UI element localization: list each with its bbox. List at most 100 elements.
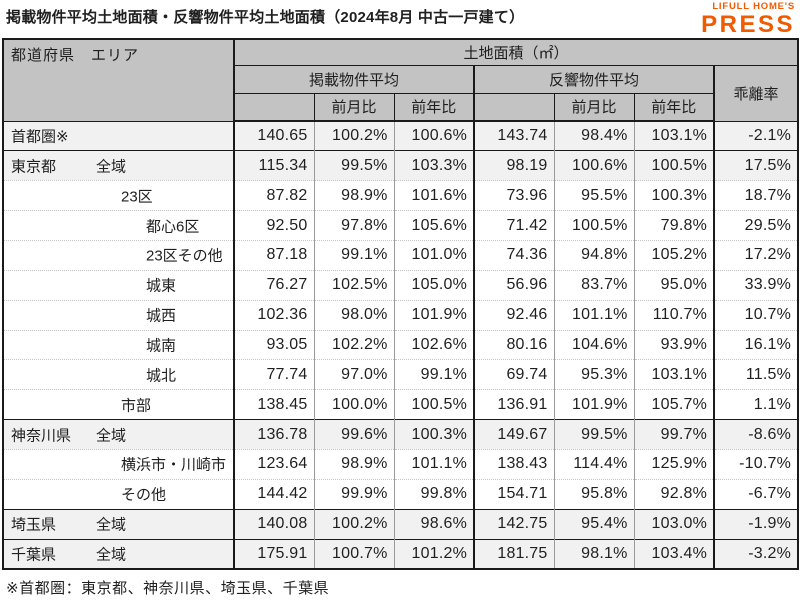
response-mom-cell: 101.9% [553, 389, 634, 420]
listing-avg-cell: 140.65 [233, 121, 314, 151]
area-cell: 東京都 全域 [3, 150, 234, 181]
listing-mom-cell: 99.6% [313, 419, 394, 450]
listing-mom-cell: 100.7% [313, 538, 394, 569]
table-row: 埼玉県 全域 140.08 100.2% 98.6% 142.75 95.4% 103.0% -… [3, 508, 799, 540]
response-avg-cell: 143.74 [473, 121, 554, 151]
response-mom-cell: 95.4% [553, 508, 634, 540]
lifull-homes-press-logo: LIFULL HOME'S PRESS [701, 2, 795, 37]
area-cell: 城南 [3, 329, 234, 360]
listing-avg-cell: 144.42 [233, 478, 314, 510]
listing-yoy-cell: 105.0% [393, 269, 474, 301]
deviation-rate-cell: 18.7% [712, 180, 799, 211]
response-mom-cell: 100.5% [553, 210, 634, 241]
area-label: 城北 [146, 367, 177, 385]
area-cell: 横浜市・川崎市 [3, 448, 234, 480]
listing-mom-cell: 97.8% [313, 210, 394, 241]
listing-yoy-cell: 102.6% [393, 329, 474, 360]
response-yoy-cell: 103.0% [633, 508, 714, 540]
table-row: 23区その他 87.18 99.1% 101.0% 74.36 94.8% 105.2% 17… [3, 239, 799, 271]
listing-mom-cell: 98.9% [313, 448, 394, 480]
prefecture-label: 神奈川県 [11, 427, 72, 445]
deviation-rate-cell: 16.1% [712, 329, 799, 360]
response-avg-cell: 69.74 [473, 359, 554, 390]
deviation-rate-cell: 10.7% [712, 299, 799, 331]
response-mom-cell: 99.5% [553, 419, 634, 450]
deviation-rate-cell: -2.1% [712, 121, 799, 151]
listing-yoy-cell: 101.9% [393, 299, 474, 331]
deviation-rate-cell: 17.5% [712, 150, 799, 181]
listing-avg-cell: 87.18 [233, 239, 314, 271]
area-cell: 千葉県 全域 [3, 538, 234, 569]
listing-avg-cell: 102.36 [233, 299, 314, 331]
table-row: 城北 77.74 97.0% 99.1% 69.74 95.3% 103.1% 11.5% [3, 359, 799, 390]
table-row: 神奈川県 全域 136.78 99.6% 100.3% 149.67 99.5% 99.7% -… [3, 419, 799, 450]
table-row: 城西 102.36 98.0% 101.9% 92.46 101.1% 110.7% 10.7… [3, 299, 799, 331]
response-yoy-cell: 79.8% [633, 210, 714, 241]
listing-mom-cell: 99.1% [313, 239, 394, 271]
response-yoy-cell: 92.8% [633, 478, 714, 510]
listing-avg-cell: 76.27 [233, 269, 314, 301]
response-avg-cell: 74.36 [473, 239, 554, 271]
area-label: その他 [121, 486, 167, 504]
area-cell: 23区その他 [3, 239, 234, 271]
header-group-listing-avg: 掲載物件平均 [233, 64, 475, 94]
listing-avg-cell: 138.45 [233, 389, 314, 420]
response-mom-cell: 95.3% [553, 359, 634, 390]
response-yoy-cell: 125.9% [633, 448, 714, 480]
listing-yoy-cell: 100.5% [393, 389, 474, 420]
deviation-rate-cell: -3.2% [712, 538, 799, 569]
land-area-table: 都道府県 エリア 土地面積（㎡） 掲載物件平均 反響物件平均 乖離率 前月比 前… [2, 38, 800, 570]
table-row: 千葉県 全域 175.91 100.7% 101.2% 181.75 98.1% 103.4%… [3, 538, 799, 569]
table-row: 都心6区 92.50 97.8% 105.6% 71.42 100.5% 79.8% 29.5… [3, 210, 799, 241]
logo-press-text: PRESS [701, 10, 795, 38]
response-avg-cell: 98.19 [473, 150, 554, 181]
listing-mom-cell: 100.2% [313, 508, 394, 540]
listing-avg-cell: 115.34 [233, 150, 314, 181]
area-cell: 神奈川県 全域 [3, 419, 234, 450]
response-mom-cell: 101.1% [553, 299, 634, 331]
response-yoy-cell: 110.7% [633, 299, 714, 331]
table-row: その他 144.42 99.9% 99.8% 154.71 95.8% 92.8% -6.7% [3, 478, 799, 510]
listing-avg-cell: 175.91 [233, 538, 314, 569]
listing-yoy-cell: 101.0% [393, 239, 474, 271]
listing-yoy-cell: 100.3% [393, 419, 474, 450]
area-cell: その他 [3, 478, 234, 510]
header-listing-value-spacer [233, 92, 315, 122]
listing-yoy-cell: 101.2% [393, 538, 474, 569]
listing-yoy-cell: 99.8% [393, 478, 474, 510]
listing-yoy-cell: 101.6% [393, 180, 474, 211]
table-body: 首都圏※ 140.65 100.2% 100.6% 143.74 98.4% 103.1% -… [3, 121, 799, 569]
listing-mom-cell: 97.0% [313, 359, 394, 390]
listing-avg-cell: 87.82 [233, 180, 314, 211]
header-row-groups: 掲載物件平均 反響物件平均 乖離率 [3, 64, 799, 122]
response-avg-cell: 80.16 [473, 329, 554, 360]
area-label: 23区その他 [146, 247, 223, 265]
table-row: 城南 93.05 102.2% 102.6% 80.16 104.6% 93.9% 16.1% [3, 329, 799, 360]
deviation-rate-cell: 11.5% [712, 359, 799, 390]
response-avg-cell: 149.67 [473, 419, 554, 450]
listing-yoy-cell: 98.6% [393, 508, 474, 540]
listing-yoy-cell: 100.6% [393, 121, 474, 151]
deviation-rate-cell: 1.1% [712, 389, 799, 420]
page-title: 掲載物件平均土地面積・反響物件平均土地面積（2024年8月 中古一戸建て） [6, 9, 525, 26]
header-row-unit: 都道府県 エリア 土地面積（㎡） [2, 38, 799, 122]
response-yoy-cell: 103.1% [633, 359, 714, 390]
area-cell: 埼玉県 全域 [3, 508, 234, 540]
response-avg-cell: 154.71 [473, 478, 554, 510]
area-cell: 城東 [3, 269, 234, 301]
area-label: 都心6区 [146, 218, 200, 235]
table-row: 首都圏※ 140.65 100.2% 100.6% 143.74 98.4% 103.1% -… [3, 121, 799, 151]
listing-mom-cell: 100.2% [313, 121, 394, 151]
listing-avg-cell: 140.08 [233, 508, 314, 540]
listing-avg-cell: 92.50 [233, 210, 314, 241]
response-avg-cell: 92.46 [473, 299, 554, 331]
listing-avg-cell: 123.64 [233, 448, 314, 480]
header-row-subs: 前月比 前年比 前月比 前年比 [3, 92, 798, 122]
prefecture-label: 千葉県 [11, 546, 57, 564]
response-mom-cell: 83.7% [553, 269, 634, 301]
land-area-table-wrap: 都道府県 エリア 土地面積（㎡） 掲載物件平均 反響物件平均 乖離率 前月比 前… [2, 38, 800, 570]
listing-yoy-cell: 103.3% [393, 150, 474, 181]
area-label: 城南 [146, 337, 177, 355]
footnote-shutoken-definition: ※首都圏：東京都、神奈川県、埼玉県、千葉県 [6, 580, 330, 597]
